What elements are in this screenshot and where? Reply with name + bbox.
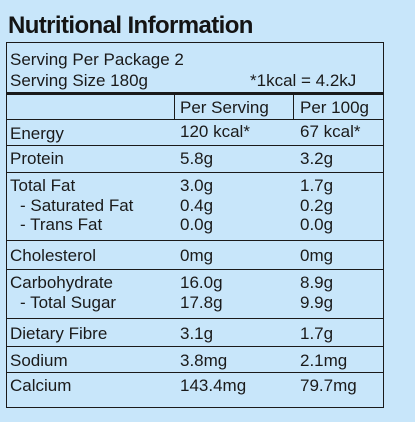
row-divider bbox=[6, 145, 384, 146]
row-divider bbox=[6, 172, 384, 173]
header-rule bbox=[6, 92, 384, 95]
calcium-per-serving: 143.4mg bbox=[180, 376, 247, 395]
row-label-carbohydrate: Carbohydrate bbox=[10, 273, 114, 292]
total-fat-per-serving: 3.0g bbox=[180, 176, 214, 195]
row-label-total-sugar: - Total Sugar bbox=[20, 293, 117, 312]
protein-per-serving: 5.8g bbox=[180, 149, 214, 168]
row-divider bbox=[6, 240, 384, 241]
row-label-calcium: Calcium bbox=[10, 376, 72, 395]
column-header-per-100g: Per 100g bbox=[300, 98, 369, 117]
panel-title: Nutritional Information bbox=[8, 12, 253, 39]
total-sugar-per-serving: 17.8g bbox=[180, 293, 223, 312]
row-label-total-fat: Total Fat bbox=[10, 176, 76, 195]
dietary-fibre-per-100g: 1.7g bbox=[300, 324, 334, 343]
row-divider bbox=[6, 269, 384, 270]
column-divider bbox=[174, 95, 175, 119]
carbohydrate-per-100g: 8.9g bbox=[300, 273, 334, 292]
row-label-sodium: Sodium bbox=[10, 351, 68, 370]
saturated-fat-per-100g: 0.2g bbox=[300, 196, 334, 215]
row-label-dietary-fibre: Dietary Fibre bbox=[10, 324, 108, 343]
carbohydrate-per-serving: 16.0g bbox=[180, 273, 223, 292]
row-label-energy: Energy bbox=[10, 124, 64, 143]
row-label-trans-fat: - Trans Fat bbox=[20, 215, 103, 234]
serving-size: Serving Size 180g bbox=[10, 71, 148, 90]
protein-per-100g: 3.2g bbox=[300, 149, 334, 168]
sodium-per-serving: 3.8mg bbox=[180, 351, 228, 370]
trans-fat-per-100g: 0.0g bbox=[300, 215, 334, 234]
row-divider bbox=[6, 318, 384, 319]
trans-fat-per-serving: 0.0g bbox=[180, 215, 214, 234]
energy-per-serving: 120 kcal* bbox=[180, 122, 250, 141]
row-divider bbox=[6, 372, 384, 373]
cholesterol-per-100g: 0mg bbox=[300, 246, 334, 265]
row-label-protein: Protein bbox=[10, 149, 64, 168]
sodium-per-100g: 2.1mg bbox=[300, 351, 348, 370]
row-label-cholesterol: Cholesterol bbox=[10, 246, 96, 265]
row-label-saturated-fat: - Saturated Fat bbox=[20, 196, 134, 215]
nutrition-table-frame bbox=[6, 42, 384, 408]
column-divider bbox=[293, 95, 294, 119]
energy-per-100g: 67 kcal* bbox=[300, 122, 361, 141]
total-sugar-per-100g: 9.9g bbox=[300, 293, 334, 312]
total-fat-per-100g: 1.7g bbox=[300, 176, 334, 195]
row-divider bbox=[6, 346, 384, 347]
saturated-fat-per-serving: 0.4g bbox=[180, 196, 214, 215]
row-divider bbox=[6, 119, 384, 120]
dietary-fibre-per-serving: 3.1g bbox=[180, 324, 214, 343]
serving-per-package: Serving Per Package 2 bbox=[10, 50, 184, 69]
calcium-per-100g: 79.7mg bbox=[300, 376, 357, 395]
column-header-per-serving: Per Serving bbox=[180, 98, 269, 117]
cholesterol-per-serving: 0mg bbox=[180, 246, 214, 265]
energy-conversion-note: *1kcal = 4.2kJ bbox=[250, 71, 357, 90]
